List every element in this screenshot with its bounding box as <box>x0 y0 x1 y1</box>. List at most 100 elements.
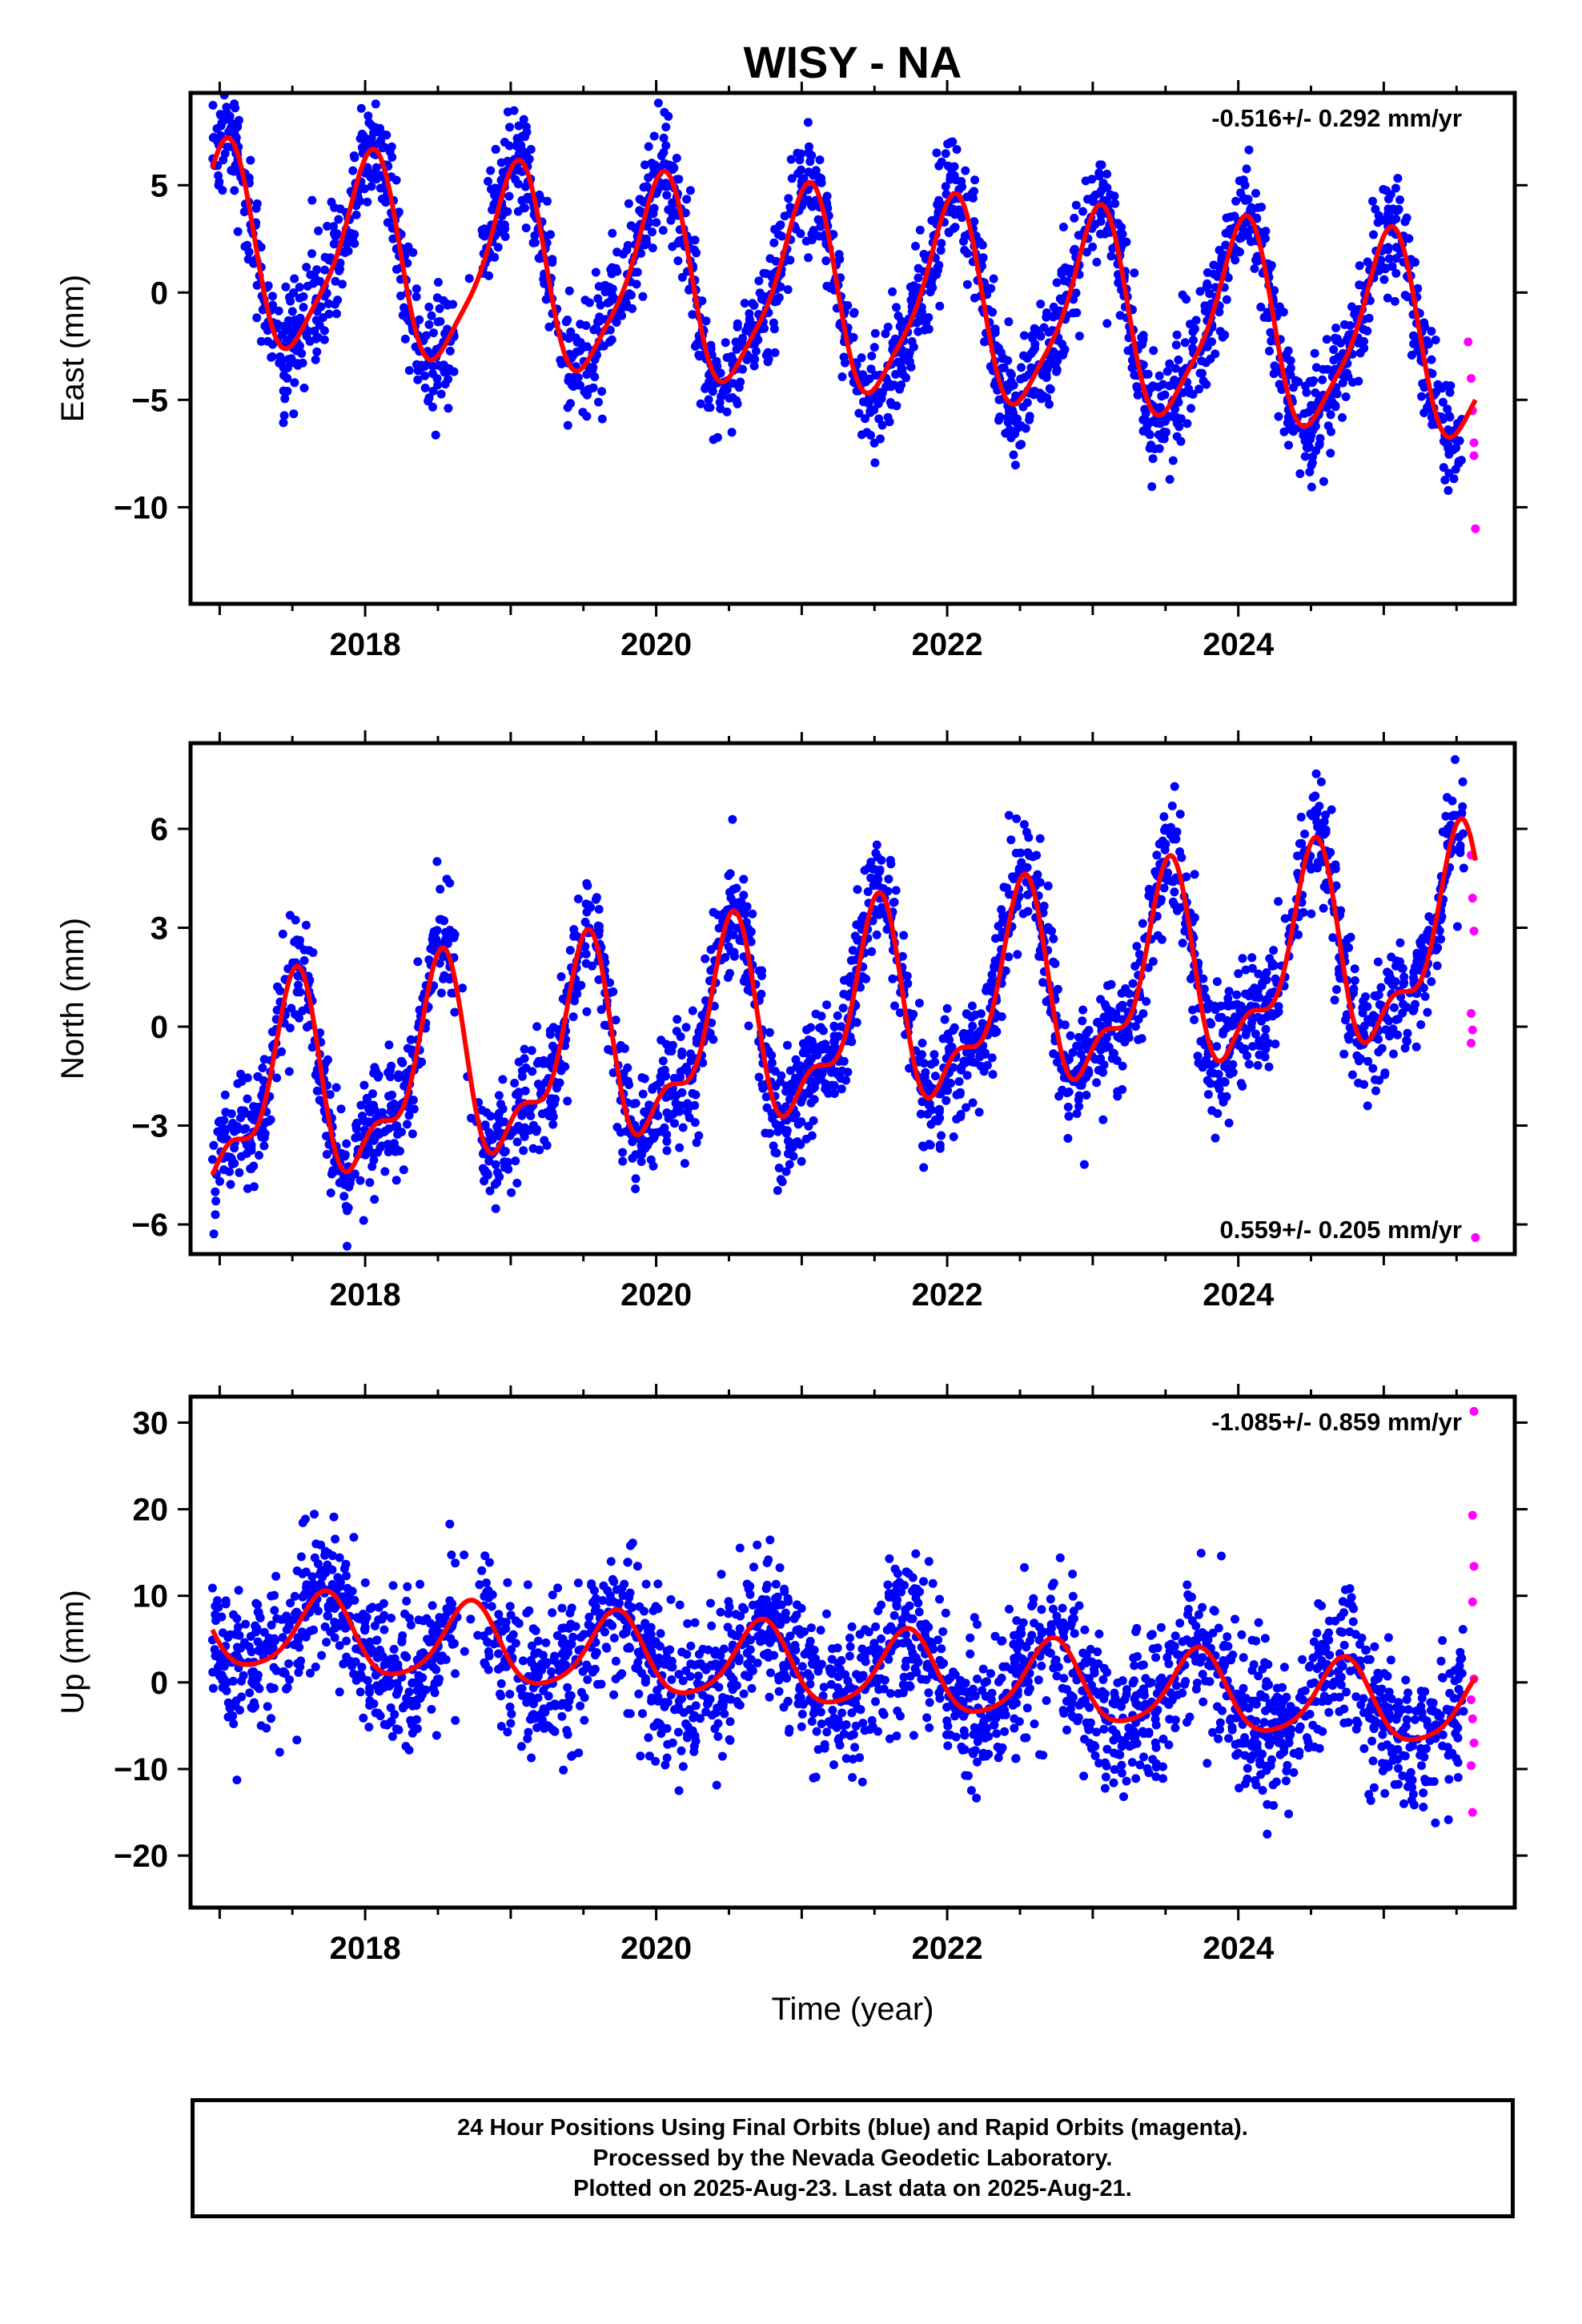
final-orbit-point <box>280 394 290 404</box>
final-orbit-point <box>709 1035 718 1044</box>
y-tick-label: 6 <box>151 812 168 847</box>
final-orbit-point <box>1092 1078 1102 1088</box>
final-orbit-point <box>1371 204 1380 214</box>
final-orbit-point <box>970 175 980 185</box>
final-orbit-point <box>1097 186 1106 195</box>
final-orbit-point <box>1417 392 1427 401</box>
final-orbit-point <box>1017 363 1026 372</box>
final-orbit-point <box>255 1151 263 1160</box>
final-orbit-point <box>733 399 742 408</box>
final-orbit-point <box>1251 255 1261 265</box>
final-orbit-point <box>1019 820 1029 829</box>
final-orbit-point <box>1427 355 1436 364</box>
final-orbit-point <box>804 167 813 177</box>
final-orbit-point <box>1004 952 1014 962</box>
final-orbit-point <box>211 1187 220 1196</box>
final-orbit-point <box>1283 418 1292 428</box>
final-orbit-point <box>863 887 873 896</box>
final-orbit-point <box>822 1000 832 1010</box>
final-orbit-point <box>770 1067 780 1076</box>
final-orbit-point <box>1344 943 1354 952</box>
final-orbit-point <box>797 1156 806 1166</box>
final-orbit-point <box>841 1076 851 1085</box>
final-orbit-point <box>1265 346 1274 356</box>
final-orbit-point <box>322 1150 331 1159</box>
final-orbit-point <box>1186 404 1195 413</box>
final-orbit-point <box>1316 777 1326 786</box>
final-orbit-point <box>374 1071 383 1080</box>
final-orbit-point <box>1307 864 1316 874</box>
final-orbit-point <box>1001 428 1010 438</box>
final-orbit-point <box>514 1088 524 1097</box>
final-orbit-point <box>1019 331 1029 340</box>
final-orbit-point <box>1261 1024 1271 1034</box>
final-orbit-point <box>802 1088 812 1098</box>
final-orbit-point <box>214 180 223 190</box>
final-orbit-point <box>1064 1088 1074 1096</box>
final-orbit-point <box>721 953 730 963</box>
final-orbit-point <box>279 418 288 428</box>
final-orbit-point <box>883 412 893 422</box>
final-orbit-point <box>970 187 978 196</box>
final-orbit-point <box>1328 933 1338 943</box>
final-orbit-point <box>1456 841 1465 850</box>
final-orbit-point <box>783 285 793 295</box>
final-orbit-point <box>751 347 761 356</box>
final-orbit-point <box>435 915 444 924</box>
final-orbit-point <box>1132 382 1142 392</box>
final-orbit-point <box>837 1084 846 1094</box>
final-orbit-point <box>1074 1091 1084 1100</box>
final-orbit-point <box>569 925 579 935</box>
final-orbit-point <box>725 869 735 879</box>
final-orbit-point <box>950 1023 959 1032</box>
final-orbit-point <box>1202 283 1211 292</box>
final-orbit-point <box>1349 988 1358 998</box>
final-orbit-point <box>1009 875 1018 883</box>
final-orbit-point <box>279 411 289 420</box>
final-orbit-point <box>1261 1044 1271 1054</box>
final-orbit-point <box>955 1088 965 1097</box>
final-orbit-point <box>877 420 887 430</box>
final-orbit-point <box>1391 183 1400 193</box>
final-orbit-point <box>1006 370 1016 380</box>
final-orbit-point <box>230 186 239 195</box>
final-orbit-point <box>1274 412 1283 421</box>
final-orbit-point <box>829 1021 839 1031</box>
final-orbit-point <box>432 857 442 866</box>
final-orbit-point <box>1241 989 1250 999</box>
final-orbit-point <box>1409 1800 1419 1810</box>
final-orbit-point <box>833 1070 842 1080</box>
final-orbit-point <box>648 169 658 179</box>
final-orbit-point <box>312 1086 322 1096</box>
final-orbit-point <box>698 1058 708 1068</box>
final-orbit-point <box>901 373 911 383</box>
final-orbit-point <box>624 199 633 208</box>
final-orbit-point <box>535 254 544 263</box>
final-orbit-point <box>494 1091 504 1100</box>
final-orbit-point <box>1110 191 1119 201</box>
final-orbit-point <box>233 227 243 236</box>
final-orbit-point <box>1124 989 1134 999</box>
final-orbit-point <box>1078 1005 1088 1015</box>
final-orbit-point <box>813 1044 823 1054</box>
final-orbit-point <box>1189 336 1198 345</box>
final-orbit-point <box>1247 205 1256 215</box>
final-orbit-point <box>494 1108 504 1118</box>
final-orbit-point <box>1012 814 1022 823</box>
final-orbit-point <box>1157 935 1166 944</box>
final-orbit-point <box>1064 1112 1074 1121</box>
final-orbit-point <box>1211 1133 1220 1143</box>
final-orbit-point <box>1424 912 1434 922</box>
final-orbit-point <box>848 946 857 955</box>
final-orbit-point <box>363 111 373 121</box>
final-orbit-point <box>1371 1086 1380 1096</box>
final-orbit-point <box>1420 991 1430 1001</box>
final-orbit-point <box>997 1012 1006 1021</box>
final-orbit-point <box>941 149 950 159</box>
final-orbit-point <box>1293 851 1303 861</box>
final-orbit-point <box>638 292 648 301</box>
final-orbit-point <box>692 1138 701 1148</box>
final-orbit-point <box>1063 1134 1073 1143</box>
final-orbit-point <box>1052 367 1062 376</box>
